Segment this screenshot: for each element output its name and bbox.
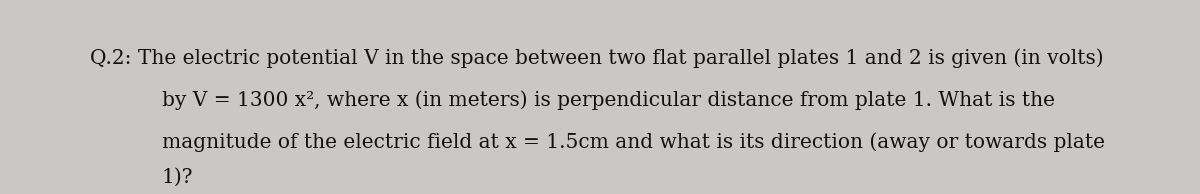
Text: magnitude of the electric field at x = 1.5cm and what is its direction (away or : magnitude of the electric field at x = 1…	[162, 132, 1105, 152]
Text: 1)?: 1)?	[162, 168, 193, 187]
Text: Q.2: The electric potential V in the space between two flat parallel plates 1 an: Q.2: The electric potential V in the spa…	[90, 48, 1104, 68]
Text: by V = 1300 x², where x (in meters) is perpendicular distance from plate 1. What: by V = 1300 x², where x (in meters) is p…	[162, 90, 1055, 110]
